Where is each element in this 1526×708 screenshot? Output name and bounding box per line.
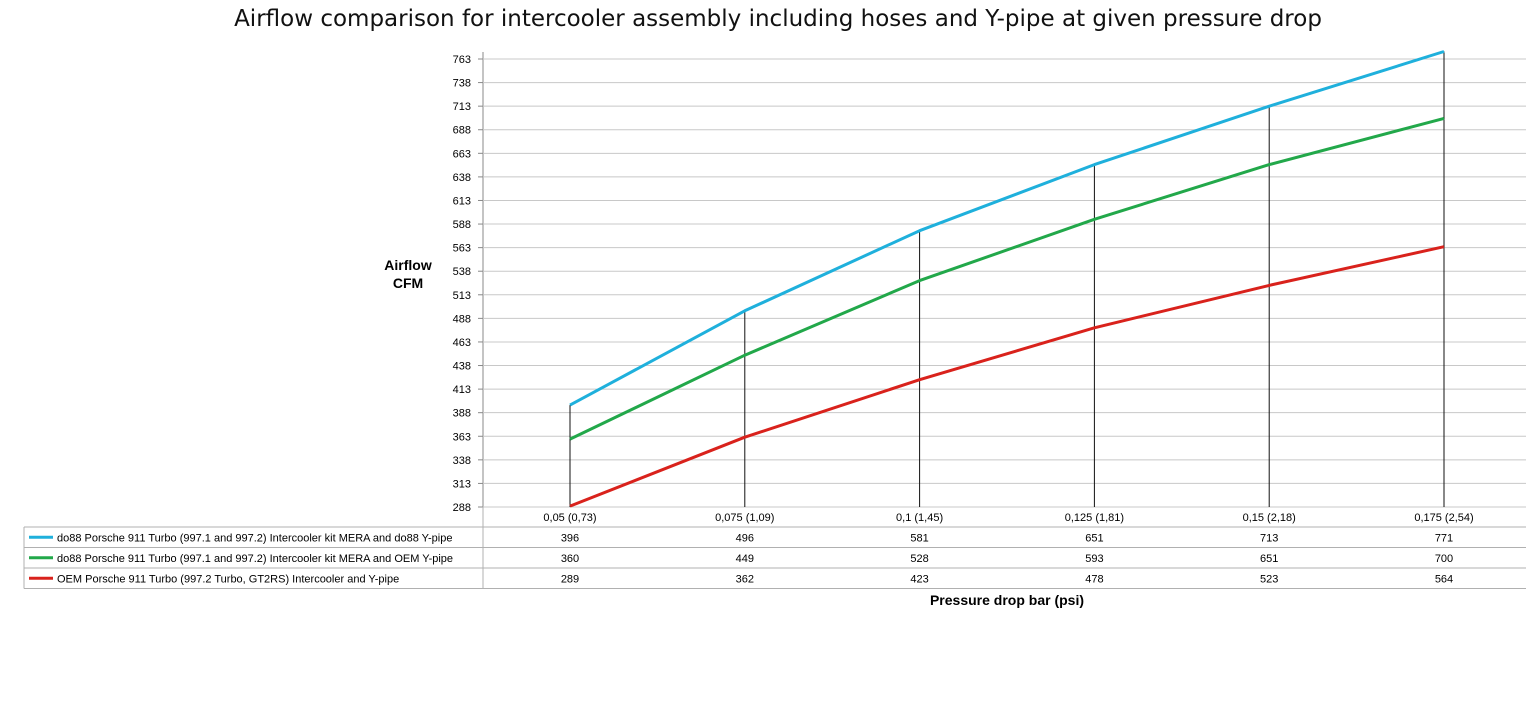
y-tick-label: 713 <box>453 101 471 113</box>
table-cell-value: 362 <box>736 573 754 585</box>
grid-layer <box>478 52 1526 508</box>
y-axis-label: Airflow CFM <box>370 256 446 292</box>
y-tick-labels: 288 313 338 363 388 413 438 463 488 513 538 563 588 6… <box>453 54 471 514</box>
data-table: 0,05 (0,73) 0,075 (1,09) 0,1 (1,45) 0,125 (… <box>23 507 1526 589</box>
table-cell-value: 360 <box>561 553 579 565</box>
y-tick-label: 663 <box>453 148 471 160</box>
y-tick-label: 513 <box>453 290 471 302</box>
y-tick-label: 438 <box>453 361 471 373</box>
table-cell-value: 423 <box>910 573 928 585</box>
legend-label: do88 Porsche 911 Turbo (997.1 and 997.2)… <box>57 532 452 544</box>
table-cell-value: 713 <box>1260 532 1278 544</box>
y-tick-label: 688 <box>453 125 471 137</box>
y-axis-label-line1: Airflow <box>384 257 432 273</box>
y-tick-label: 338 <box>453 455 471 467</box>
y-tick-label: 463 <box>453 337 471 349</box>
y-tick-label: 488 <box>453 313 471 325</box>
y-tick-label: 613 <box>453 195 471 207</box>
table-cell-value: 449 <box>736 553 754 565</box>
x-tick-label: 0,05 (0,73) <box>543 512 596 524</box>
table-cell-value: 581 <box>910 532 928 544</box>
table-cell-value: 651 <box>1085 532 1103 544</box>
table-cell-value: 523 <box>1260 573 1278 585</box>
table-cell-value: 593 <box>1085 553 1103 565</box>
table-cell-value: 651 <box>1260 553 1278 565</box>
x-tick-label: 0,1 (1,45) <box>896 512 943 524</box>
table-cell-value: 771 <box>1435 532 1453 544</box>
y-tick-label: 638 <box>453 172 471 184</box>
table-cell-value: 289 <box>561 573 579 585</box>
y-tick-label: 763 <box>453 54 471 66</box>
y-axis-label-line2: CFM <box>392 275 424 291</box>
table-cell-value: 564 <box>1435 573 1453 585</box>
legend-label: do88 Porsche 911 Turbo (997.1 and 997.2)… <box>57 553 453 565</box>
y-tick-label: 563 <box>453 243 471 255</box>
table-cell-value: 700 <box>1435 553 1453 565</box>
legend-label: OEM Porsche 911 Turbo (997.2 Turbo, GT2R… <box>57 573 399 585</box>
y-tick-label: 388 <box>453 408 471 420</box>
table-cell-value: 396 <box>561 532 579 544</box>
y-tick-label: 363 <box>453 431 471 443</box>
x-tick-label: 0,075 (1,09) <box>715 512 774 524</box>
page-title: Airflow comparison for intercooler assem… <box>234 6 1322 32</box>
table-cell-value: 528 <box>910 553 928 565</box>
series-line-2 <box>569 116 1445 441</box>
x-tick-label: 0,175 (2,54) <box>1414 512 1473 524</box>
series-line-3 <box>569 245 1445 508</box>
y-tick-label: 413 <box>453 384 471 396</box>
series-lines <box>569 50 1445 508</box>
x-axis-label: Pressure drop bar (psi) <box>929 592 1085 608</box>
x-tick-label: 0,125 (1,81) <box>1065 512 1124 524</box>
vertical-drop-lines <box>569 51 1445 507</box>
x-tick-label: 0,15 (2,18) <box>1243 512 1296 524</box>
y-tick-label: 538 <box>453 266 471 278</box>
table-cell-value: 496 <box>736 532 754 544</box>
y-tick-label: 288 <box>453 502 471 514</box>
y-tick-label: 313 <box>453 478 471 490</box>
y-tick-label: 588 <box>453 219 471 231</box>
y-tick-label: 738 <box>453 78 471 90</box>
series-line-1 <box>569 50 1445 407</box>
table-cell-value: 478 <box>1085 573 1103 585</box>
